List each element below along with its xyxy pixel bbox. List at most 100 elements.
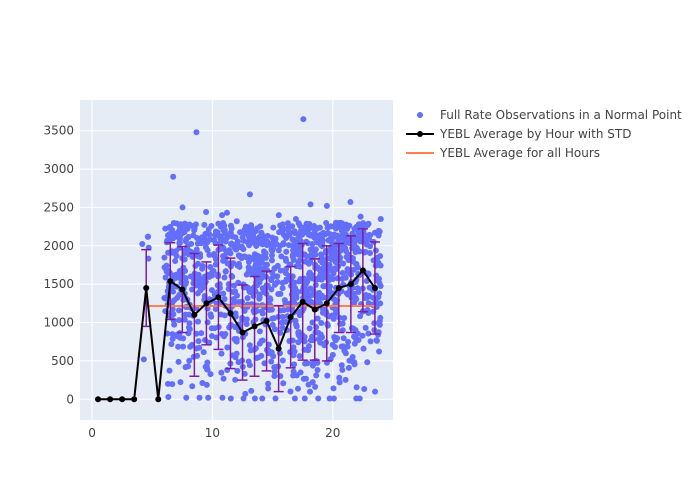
observation-point bbox=[351, 340, 358, 347]
observation-point bbox=[202, 244, 209, 251]
observation-point bbox=[330, 254, 337, 261]
average-point bbox=[143, 285, 150, 292]
observation-point bbox=[174, 294, 181, 301]
observation-point bbox=[359, 332, 366, 339]
observation-point bbox=[232, 376, 239, 383]
observation-point bbox=[258, 352, 265, 359]
observation-point bbox=[279, 313, 286, 320]
observation-point bbox=[204, 366, 211, 373]
observation-point bbox=[338, 343, 345, 350]
observation-point bbox=[331, 344, 338, 351]
observation-point bbox=[295, 259, 302, 266]
observation-point bbox=[326, 395, 333, 402]
observation-point bbox=[259, 259, 266, 266]
observation-point bbox=[354, 264, 361, 271]
observation-point bbox=[337, 235, 344, 242]
observation-point bbox=[342, 245, 349, 252]
observation-point bbox=[171, 321, 178, 328]
observation-point bbox=[274, 262, 281, 269]
observation-point bbox=[176, 227, 183, 234]
observation-point bbox=[354, 285, 361, 292]
observation-point bbox=[365, 330, 372, 337]
observation-point bbox=[250, 232, 257, 239]
observation-point bbox=[243, 321, 250, 328]
observation-point bbox=[315, 395, 322, 402]
observation-point bbox=[279, 357, 286, 364]
observation-point bbox=[258, 237, 265, 244]
observation-point bbox=[372, 262, 379, 269]
observation-point bbox=[170, 173, 177, 180]
observation-point bbox=[376, 290, 383, 297]
observation-point bbox=[234, 292, 241, 299]
observation-point bbox=[227, 395, 234, 402]
x-tick-label: 10 bbox=[205, 426, 220, 440]
observation-point bbox=[169, 306, 176, 313]
observation-point bbox=[319, 239, 326, 246]
observation-point bbox=[344, 291, 351, 298]
observation-point bbox=[348, 325, 355, 332]
observation-point bbox=[312, 246, 319, 253]
observation-point bbox=[366, 236, 373, 243]
observation-point bbox=[292, 215, 299, 222]
observation-point bbox=[270, 353, 277, 360]
observation-point bbox=[330, 315, 337, 322]
observation-point bbox=[306, 325, 313, 332]
observation-point bbox=[201, 238, 208, 245]
y-tick-label: 3000 bbox=[43, 162, 74, 176]
observation-point bbox=[376, 348, 383, 355]
observation-point bbox=[259, 270, 266, 277]
observation-point bbox=[228, 272, 235, 279]
observation-point bbox=[294, 243, 301, 250]
y-tick-label: 0 bbox=[66, 392, 74, 406]
observation-point bbox=[193, 246, 200, 253]
average-point bbox=[299, 298, 306, 305]
observation-point bbox=[180, 264, 187, 271]
observation-point bbox=[221, 312, 228, 319]
observation-point bbox=[222, 330, 229, 337]
observation-point bbox=[220, 290, 227, 297]
average-point bbox=[347, 281, 354, 288]
observation-point bbox=[189, 286, 196, 293]
observation-point bbox=[279, 221, 286, 228]
observation-point bbox=[320, 265, 327, 272]
average-point bbox=[263, 318, 270, 325]
observation-point bbox=[219, 394, 226, 401]
observation-point bbox=[364, 359, 371, 366]
observation-point bbox=[256, 294, 263, 301]
observation-point bbox=[271, 368, 278, 375]
average-point bbox=[191, 311, 198, 318]
observation-point bbox=[286, 338, 293, 345]
average-point bbox=[107, 396, 114, 403]
observation-point bbox=[320, 283, 327, 290]
observation-point bbox=[354, 247, 361, 254]
observation-point bbox=[279, 285, 286, 292]
y-tick-label: 3500 bbox=[43, 124, 74, 138]
observation-point bbox=[181, 316, 188, 323]
observation-point bbox=[219, 212, 226, 219]
observation-point bbox=[198, 330, 205, 337]
observation-point bbox=[291, 299, 298, 306]
observation-point bbox=[346, 222, 353, 229]
observation-point bbox=[312, 383, 319, 390]
observation-point bbox=[139, 240, 146, 247]
observation-point bbox=[309, 319, 316, 326]
observation-point bbox=[307, 201, 314, 208]
observation-point bbox=[214, 229, 221, 236]
observation-point bbox=[182, 280, 189, 287]
observation-point bbox=[189, 383, 196, 390]
observation-point bbox=[372, 247, 379, 254]
observation-point bbox=[244, 295, 251, 302]
observation-point bbox=[307, 232, 314, 239]
legend-scatter-marker bbox=[417, 112, 423, 118]
observation-point bbox=[197, 287, 204, 294]
observation-point bbox=[376, 228, 383, 235]
observation-point bbox=[367, 243, 374, 250]
y-tick-label: 1500 bbox=[43, 277, 74, 291]
observation-point bbox=[223, 209, 230, 216]
observation-point bbox=[312, 225, 319, 232]
observation-point bbox=[208, 287, 215, 294]
observation-point bbox=[221, 296, 228, 303]
observation-point bbox=[252, 240, 259, 247]
observation-point bbox=[339, 320, 346, 327]
